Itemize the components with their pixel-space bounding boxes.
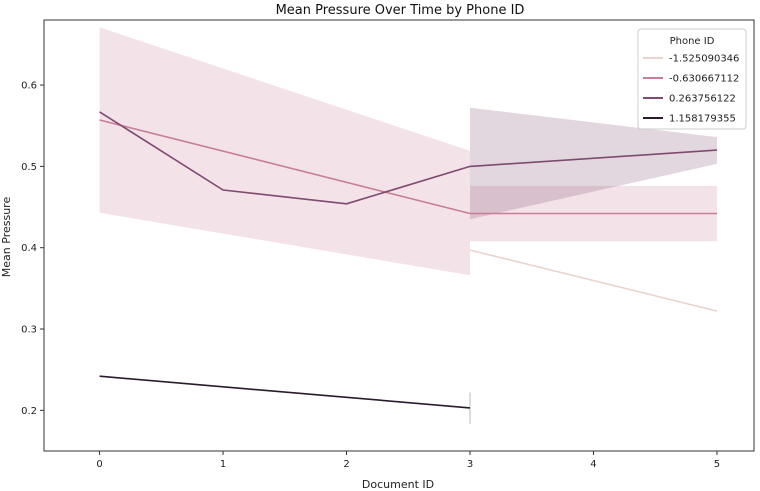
series-lines xyxy=(99,111,718,409)
x-tick-label: 3 xyxy=(467,459,473,470)
y-tick-label: 0.5 xyxy=(21,162,37,173)
legend: Phone ID -1.525090346 -0.630667112 0.26375… xyxy=(637,28,747,130)
plot-frame xyxy=(43,19,755,452)
y-axis-title: Mean Pressure xyxy=(0,197,13,278)
x-tick-label: 4 xyxy=(590,459,596,470)
confidence-bands xyxy=(99,27,718,425)
x-axis-title: Document ID xyxy=(362,478,434,491)
legend-title: Phone ID xyxy=(670,36,715,47)
legend-label-1: -0.630667112 xyxy=(669,74,739,85)
series-line-0 xyxy=(469,249,718,312)
legend-label-3: 1.158179355 xyxy=(669,114,736,125)
legend-frame xyxy=(637,28,747,130)
legend-items: -1.525090346 -0.630667112 0.263756122 1.158… xyxy=(643,54,739,125)
confidence-band-series-2 xyxy=(470,107,717,220)
series-line-2 xyxy=(99,111,718,205)
series-line-3 xyxy=(99,375,471,409)
x-tick-label: 0 xyxy=(96,459,102,470)
x-tick-label: 2 xyxy=(343,459,349,470)
legend-label-2: 0.263756122 xyxy=(669,94,736,105)
y-tick-label: 0.2 xyxy=(21,406,37,417)
y-tick-label: 0.3 xyxy=(21,325,37,336)
legend-label-0: -1.525090346 xyxy=(669,54,739,65)
series-line-1 xyxy=(99,119,717,215)
axis-ticks: 0 1 2 3 4 5 0.2 0.3 0.4 0.5 0.6 xyxy=(21,81,720,470)
y-tick-label: 0.6 xyxy=(21,81,37,92)
y-tick-label: 0.4 xyxy=(21,243,37,254)
x-tick-label: 5 xyxy=(714,459,720,470)
chart-title: Mean Pressure Over Time by Phone ID xyxy=(276,3,525,18)
x-tick-label: 1 xyxy=(220,459,226,470)
